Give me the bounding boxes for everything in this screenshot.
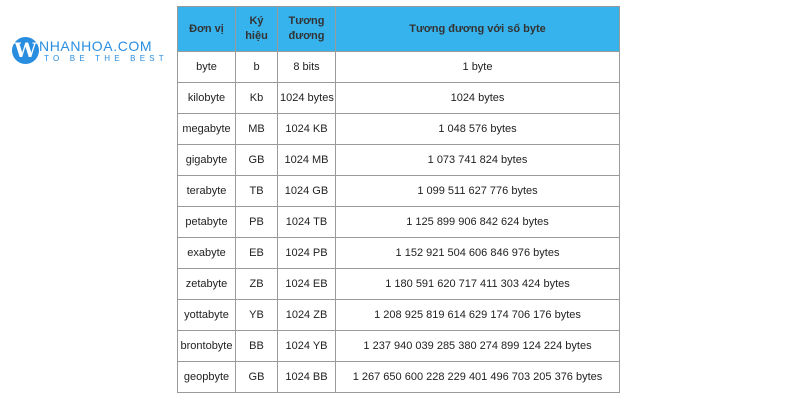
cell-equivalent: 1024 GB xyxy=(277,175,336,207)
cell-bytes: 1 125 899 906 842 624 bytes xyxy=(335,206,620,238)
table-row: brontobyte BB 1024 YB 1 237 940 039 285 … xyxy=(177,330,620,362)
header-byte-equivalent: Tương đương với số byte xyxy=(335,6,620,52)
cell-symbol: TB xyxy=(235,175,278,207)
cell-symbol: YB xyxy=(235,299,278,331)
table-row: zetabyte ZB 1024 EB 1 180 591 620 717 41… xyxy=(177,268,620,300)
cell-bytes: 1 208 925 819 614 629 174 706 176 bytes xyxy=(335,299,620,331)
cell-equivalent: 1024 bytes xyxy=(277,82,336,114)
cell-symbol: PB xyxy=(235,206,278,238)
cell-symbol: MB xyxy=(235,113,278,145)
table-row: petabyte PB 1024 TB 1 125 899 906 842 62… xyxy=(177,206,620,238)
byte-units-table: Đơn vị Ký hiệu Tương đương Tương đương v… xyxy=(177,6,620,393)
cell-unit: exabyte xyxy=(177,237,236,269)
cell-equivalent: 1024 BB xyxy=(277,361,336,393)
table-row: gigabyte GB 1024 MB 1 073 741 824 bytes xyxy=(177,144,620,176)
cell-bytes: 1 073 741 824 bytes xyxy=(335,144,620,176)
nhanhoa-logo[interactable]: W NHANHOA.COM TO BE THE BEST xyxy=(12,37,164,67)
header-unit: Đơn vị xyxy=(177,6,236,52)
table-header-row: Đơn vị Ký hiệu Tương đương Tương đương v… xyxy=(177,6,620,52)
cell-symbol: GB xyxy=(235,361,278,393)
table-row: kilobyte Kb 1024 bytes 1024 bytes xyxy=(177,82,620,114)
cell-unit: terabyte xyxy=(177,175,236,207)
cell-unit: byte xyxy=(177,51,236,83)
table-row: terabyte TB 1024 GB 1 099 511 627 776 by… xyxy=(177,175,620,207)
cell-bytes: 1 180 591 620 717 411 303 424 bytes xyxy=(335,268,620,300)
cell-unit: zetabyte xyxy=(177,268,236,300)
logo-name: NHANHOA.COM xyxy=(39,38,153,54)
cell-bytes: 1 267 650 600 228 229 401 496 703 205 37… xyxy=(335,361,620,393)
cell-unit: geopbyte xyxy=(177,361,236,393)
cell-unit: petabyte xyxy=(177,206,236,238)
cell-symbol: GB xyxy=(235,144,278,176)
table-row: megabyte MB 1024 KB 1 048 576 bytes xyxy=(177,113,620,145)
cell-bytes: 1 byte xyxy=(335,51,620,83)
table-row: yottabyte YB 1024 ZB 1 208 925 819 614 6… xyxy=(177,299,620,331)
cell-symbol: ZB xyxy=(235,268,278,300)
cell-bytes: 1 048 576 bytes xyxy=(335,113,620,145)
header-symbol: Ký hiệu xyxy=(235,6,278,52)
header-equivalent: Tương đương xyxy=(277,6,336,52)
cell-bytes: 1 152 921 504 606 846 976 bytes xyxy=(335,237,620,269)
cell-bytes: 1024 bytes xyxy=(335,82,620,114)
cell-equivalent: 1024 MB xyxy=(277,144,336,176)
cell-equivalent: 1024 ZB xyxy=(277,299,336,331)
cell-bytes: 1 099 511 627 776 bytes xyxy=(335,175,620,207)
cell-equivalent: 1024 YB xyxy=(277,330,336,362)
cell-unit: yottabyte xyxy=(177,299,236,331)
cell-equivalent: 1024 EB xyxy=(277,268,336,300)
cell-unit: megabyte xyxy=(177,113,236,145)
table-row: byte b 8 bits 1 byte xyxy=(177,51,620,83)
cell-symbol: b xyxy=(235,51,278,83)
cell-symbol: EB xyxy=(235,237,278,269)
cell-symbol: Kb xyxy=(235,82,278,114)
table-row: exabyte EB 1024 PB 1 152 921 504 606 846… xyxy=(177,237,620,269)
cell-equivalent: 1024 PB xyxy=(277,237,336,269)
table-row: geopbyte GB 1024 BB 1 267 650 600 228 22… xyxy=(177,361,620,393)
cell-equivalent: 1024 TB xyxy=(277,206,336,238)
cell-bytes: 1 237 940 039 285 380 274 899 124 224 by… xyxy=(335,330,620,362)
cell-symbol: BB xyxy=(235,330,278,362)
logo-tagline: TO BE THE BEST xyxy=(44,54,168,63)
cell-unit: kilobyte xyxy=(177,82,236,114)
cell-unit: brontobyte xyxy=(177,330,236,362)
logo-w-icon: W xyxy=(12,37,39,64)
cell-equivalent: 8 bits xyxy=(277,51,336,83)
cell-unit: gigabyte xyxy=(177,144,236,176)
cell-equivalent: 1024 KB xyxy=(277,113,336,145)
